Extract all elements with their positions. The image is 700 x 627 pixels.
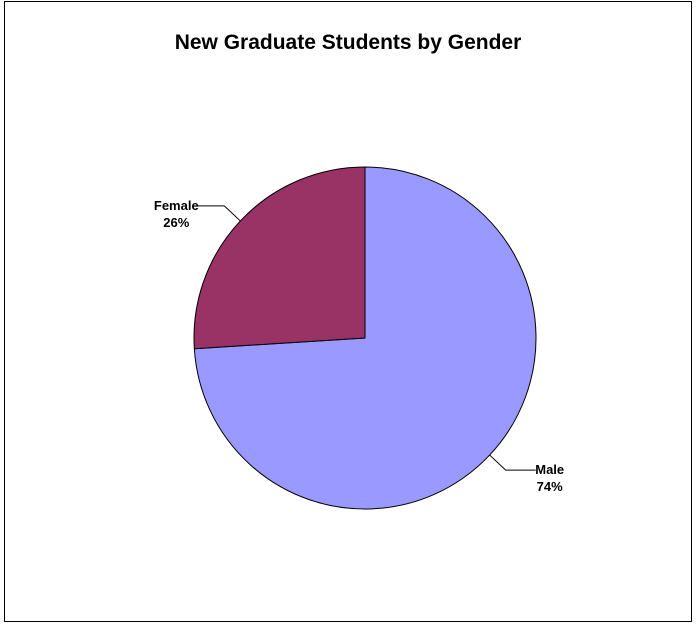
data-label-male: Male [535,462,564,477]
chart-title: New Graduate Students by Gender [174,31,522,54]
data-label-female: Female [154,198,199,213]
data-percent-male: 74% [537,479,563,494]
leader-line-female [194,205,241,222]
data-percent-female: 26% [163,215,189,230]
pie-slice-female [193,166,366,350]
leader-line-male [489,454,536,471]
